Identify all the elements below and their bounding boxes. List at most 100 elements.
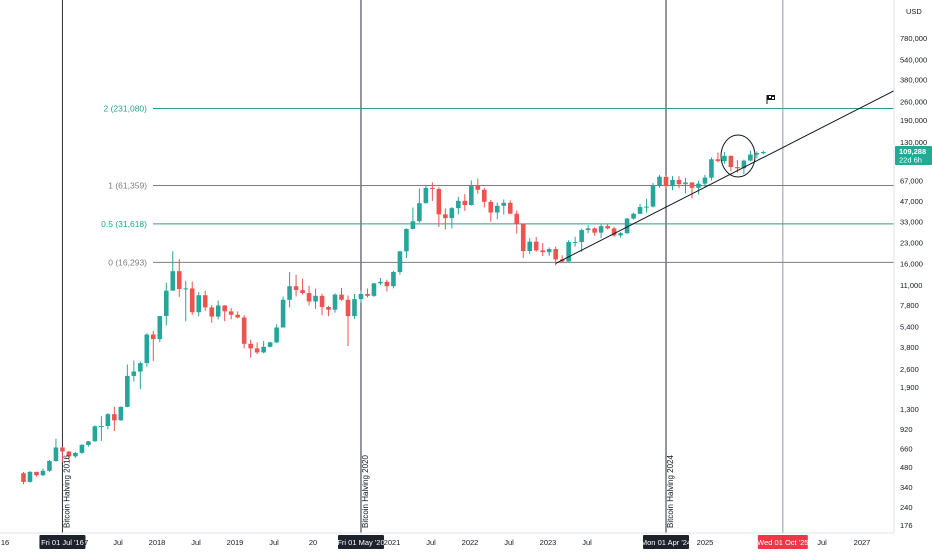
candle-body bbox=[663, 176, 669, 187]
y-axis-tick-label: 260,000 bbox=[900, 98, 927, 107]
y-axis-tick-label: 5,400 bbox=[900, 322, 919, 331]
x-axis-tick-label: Jul bbox=[426, 538, 436, 547]
x-axis-tick-label: 2019 bbox=[227, 538, 244, 547]
candle-body bbox=[605, 226, 610, 229]
candle-body bbox=[637, 207, 643, 214]
x-axis-tick-label: Jul bbox=[269, 538, 279, 547]
candle-body bbox=[21, 473, 26, 482]
halving-annotation: Bitcoin Halving 2024 bbox=[666, 455, 675, 528]
candle-countdown: 22d 6h bbox=[899, 155, 922, 164]
candle-body bbox=[397, 251, 403, 273]
y-axis-tick-label: 47,000 bbox=[900, 197, 923, 206]
candle-body bbox=[650, 185, 656, 207]
y-axis-tick-label: 3,800 bbox=[900, 343, 919, 352]
candle-body bbox=[306, 293, 312, 302]
x-axis-date-marker bbox=[337, 535, 384, 549]
candle-body bbox=[131, 371, 137, 376]
x-axis-tick-label: 2023 bbox=[540, 538, 557, 547]
candle-body bbox=[683, 182, 688, 185]
candle-body bbox=[358, 293, 364, 300]
candle-body bbox=[53, 447, 59, 462]
candle-body bbox=[144, 334, 150, 364]
y-axis-tick-label: 130,000 bbox=[900, 138, 927, 147]
candle-body bbox=[417, 203, 422, 222]
y-axis-tick-label: 11,000 bbox=[900, 281, 922, 290]
candle-body bbox=[644, 206, 649, 208]
candle-body bbox=[215, 305, 221, 317]
candle-body bbox=[254, 348, 260, 353]
candle-body bbox=[469, 185, 474, 206]
y-axis-tick-label: 67,000 bbox=[900, 176, 923, 185]
candle-body bbox=[222, 305, 227, 312]
candle-body bbox=[404, 228, 409, 252]
candle-body bbox=[112, 414, 117, 421]
y-axis-tick-label: 380,000 bbox=[900, 76, 927, 85]
x-axis-date-marker-label: Mon 01 Apr '24 bbox=[641, 538, 691, 547]
x-axis-date-marker-label: Fri 01 May '20 bbox=[337, 538, 384, 547]
candle-body bbox=[540, 250, 545, 253]
x-axis-tick-label: 2021 bbox=[384, 538, 401, 547]
flag-icon[interactable] bbox=[766, 95, 775, 104]
x-axis-date-marker bbox=[757, 535, 808, 549]
candle-body bbox=[748, 154, 753, 161]
candle-body bbox=[118, 406, 124, 421]
candle-body bbox=[611, 228, 617, 236]
candle-body bbox=[163, 290, 169, 317]
candle-body bbox=[365, 293, 370, 296]
fib-level-label: 1 (61,359) bbox=[108, 180, 147, 190]
y-axis-tick-label: 1,900 bbox=[900, 383, 919, 392]
candle-body bbox=[261, 346, 266, 353]
candle-body bbox=[34, 471, 39, 476]
candle-body bbox=[27, 471, 33, 482]
candle-body bbox=[47, 461, 52, 471]
candle-body bbox=[326, 306, 331, 310]
candle-body bbox=[235, 314, 240, 318]
candle-body bbox=[384, 281, 390, 287]
candle-body bbox=[481, 189, 487, 202]
y-axis-tick-label: 176 bbox=[900, 521, 913, 530]
highlight-circle[interactable] bbox=[720, 134, 756, 178]
candle-body bbox=[553, 249, 558, 260]
candle-body bbox=[157, 316, 163, 340]
candle-body bbox=[176, 271, 182, 289]
candle-body bbox=[209, 307, 215, 317]
candle-body bbox=[391, 272, 396, 287]
candle-body bbox=[670, 179, 675, 187]
x-axis-tick-label: Jul bbox=[582, 538, 592, 547]
candle-body bbox=[300, 290, 305, 294]
y-axis-tick-label: 190,000 bbox=[900, 116, 927, 125]
candle-body bbox=[715, 159, 721, 162]
candle-body bbox=[624, 218, 630, 234]
candle-body bbox=[339, 294, 344, 300]
trendline[interactable] bbox=[555, 80, 913, 264]
candle-body bbox=[170, 271, 176, 291]
y-axis-tick-label: 7,800 bbox=[900, 301, 919, 310]
currency-label: USD bbox=[906, 7, 922, 16]
y-axis-tick-label: 540,000 bbox=[900, 55, 927, 64]
candle-body bbox=[520, 223, 526, 252]
flag-check bbox=[772, 97, 774, 99]
candle-body bbox=[183, 288, 189, 290]
candle-body bbox=[267, 342, 273, 347]
candle-body bbox=[566, 242, 571, 262]
x-axis-tick-label: 2018 bbox=[149, 538, 166, 547]
y-axis-tick-label: 33,000 bbox=[900, 217, 923, 226]
candle-body bbox=[443, 214, 448, 219]
x-axis-tick-label: Jul bbox=[504, 538, 514, 547]
candle-body bbox=[280, 299, 286, 328]
candle-body bbox=[754, 153, 760, 155]
candle-body bbox=[105, 414, 111, 427]
x-axis-tick-label: Jul bbox=[817, 538, 827, 547]
candle-body bbox=[728, 155, 734, 168]
x-axis-tick-label: Jul bbox=[191, 538, 201, 547]
candle-body bbox=[371, 283, 377, 296]
candle-body bbox=[475, 185, 481, 190]
candle-body bbox=[73, 452, 78, 457]
candle-body bbox=[741, 160, 747, 169]
candle-body bbox=[313, 295, 318, 302]
candle-body bbox=[99, 426, 104, 428]
last-price-badge bbox=[895, 145, 932, 165]
candle-body bbox=[151, 334, 156, 340]
